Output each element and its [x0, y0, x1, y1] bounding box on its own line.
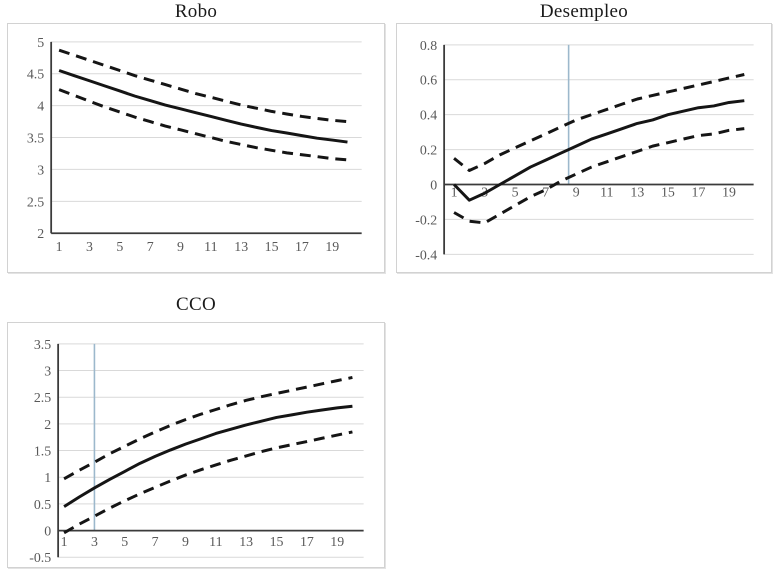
- robo-chart-panel: 5 4.5 4 3.5 3 2.5 2 1 3 5 7 9 11 13 15 17 19: [7, 23, 385, 273]
- x-tick-label: 5: [512, 186, 519, 201]
- cco-chart-title: CCO: [176, 294, 216, 315]
- x-tick-label: 11: [204, 240, 217, 255]
- x-tick-label: 11: [209, 535, 222, 550]
- x-tick-label: 7: [152, 535, 159, 550]
- x-tick-label: 9: [573, 186, 580, 201]
- x-tick-label: 15: [270, 535, 284, 550]
- y-tick-label: 2.5: [34, 391, 51, 406]
- x-tick-label: 19: [325, 240, 339, 255]
- cco-plot-area: 3.532.521.510.50-0.51 3 5 7 9 11 13 15 17 19: [29, 338, 364, 566]
- y-tick-label: 0.2: [420, 144, 437, 159]
- central-line: [63, 404, 353, 508]
- y-tick-label: 2: [44, 418, 51, 433]
- y-tick-label: 0.8: [420, 39, 437, 54]
- lower-band-line: [58, 88, 348, 162]
- cco-chart-panel: 3.5 3 2.5 2 1.5 1 0.5 0 -0.5 1 3 5 7 9 11 13 15 17 19: [7, 322, 385, 568]
- y-tick-label: 3.5: [34, 338, 51, 353]
- y-tick-label: 0: [430, 178, 437, 193]
- y-tick-label: 3: [37, 163, 44, 178]
- x-tick-label: 7: [147, 240, 154, 255]
- y-tick-label: -0.5: [29, 551, 51, 566]
- lower-band-line: [63, 430, 353, 535]
- y-tick-label: 0.6: [420, 74, 437, 89]
- central-line: [452, 99, 745, 202]
- x-tick-label: 17: [300, 535, 314, 550]
- x-tick-label: 9: [177, 240, 184, 255]
- y-tick-label: 3.5: [27, 131, 44, 146]
- y-tick-label: 5: [37, 36, 44, 51]
- y-tick-label: -0.2: [415, 213, 437, 228]
- y-tick-label: 2: [37, 227, 44, 242]
- x-tick-label: 13: [239, 535, 253, 550]
- lower-band-line: [453, 127, 745, 225]
- central-line: [58, 69, 348, 144]
- y-tick-label: 3: [44, 364, 51, 379]
- y-tick-label: 4.5: [27, 68, 44, 83]
- desempleo-plot-area: 0.80.60.40.20-0.2-0.41 3 5 7 9 11 13 15 17 19: [415, 39, 754, 263]
- upper-band-line: [63, 375, 353, 481]
- x-tick-label: 1: [56, 240, 63, 255]
- x-tick-label: 13: [630, 186, 644, 201]
- upper-band-line: [453, 73, 745, 173]
- x-tick-label: 15: [265, 240, 279, 255]
- x-tick-label: 1: [61, 535, 68, 550]
- y-tick-label: -0.4: [415, 248, 437, 263]
- desempleo-chart-title: Desempleo: [539, 1, 629, 22]
- x-tick-label: 13: [234, 240, 248, 255]
- x-tick-label: 5: [121, 535, 128, 550]
- upper-band-line: [58, 48, 348, 124]
- y-tick-label: 2.5: [27, 195, 44, 210]
- y-tick-label: 0.4: [420, 109, 437, 124]
- x-tick-label: 19: [722, 186, 736, 201]
- y-tick-label: 0.5: [34, 498, 51, 513]
- x-tick-label: 5: [116, 240, 123, 255]
- x-tick-label: 17: [295, 240, 309, 255]
- x-tick-label: 9: [182, 535, 189, 550]
- robo-plot-area: 54.543.532.521 3 5 7 9 11 13 15 17 19: [27, 36, 362, 255]
- x-tick-label: 1: [451, 186, 458, 201]
- y-tick-label: 1: [44, 471, 51, 486]
- x-tick-label: 3: [91, 535, 98, 550]
- y-tick-label: 4: [37, 100, 44, 115]
- x-tick-label: 19: [330, 535, 344, 550]
- x-tick-label: 11: [600, 186, 613, 201]
- x-tick-label: 3: [86, 240, 93, 255]
- desempleo-chart-panel: 0.8 0.6 0.4 0.2 0 -0.2 -0.4 1 3 5 7 9 11 13 15 17 19: [396, 23, 772, 273]
- x-tick-label: 15: [661, 186, 675, 201]
- y-tick-label: 0: [44, 525, 51, 540]
- x-tick-label: 7: [542, 186, 549, 201]
- y-tick-label: 1.5: [34, 445, 51, 460]
- robo-chart-title: Robo: [174, 1, 218, 22]
- x-tick-label: 17: [692, 186, 706, 201]
